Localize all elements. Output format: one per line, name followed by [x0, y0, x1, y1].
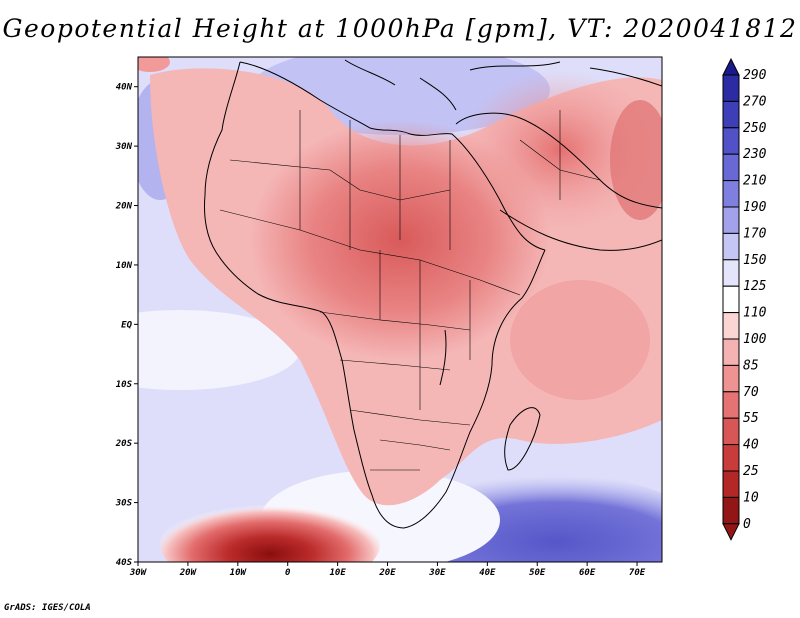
- colorbar-bottom-arrow: [722, 523, 740, 541]
- x-tick-label: 10E: [329, 568, 346, 578]
- colorbar-label: 10: [743, 490, 759, 505]
- colorbar-swatch: [722, 444, 740, 472]
- grads-credit: GrADS: IGES/COLA: [4, 603, 91, 613]
- colorbar-label: 0: [743, 517, 751, 532]
- colorbar-label: 150: [743, 253, 767, 268]
- colorbar-swatch: [722, 153, 740, 182]
- colorbar-swatch: [722, 364, 740, 393]
- colorbar-label: 70: [743, 385, 759, 400]
- colorbar-label: 270: [743, 94, 767, 109]
- colorbar-swatch: [722, 470, 740, 498]
- colorbar-label: 100: [743, 332, 767, 347]
- colorbar-label: 290: [743, 68, 767, 83]
- page-title: Geopotential Height at 1000hPa [gpm], VT…: [2, 14, 798, 43]
- colorbar-swatch: [722, 391, 740, 419]
- y-tick-label: 30N: [115, 142, 133, 152]
- x-tick-label: 10W: [230, 568, 248, 578]
- x-tick-label: 30E: [428, 568, 446, 578]
- x-tick-label: 70E: [629, 568, 646, 578]
- colorbar: 2902702502302101901701501251101008570554…: [722, 57, 767, 541]
- x-tick-label: 30W: [129, 568, 148, 578]
- colorbar-swatch: [722, 127, 740, 155]
- x-tick-label: 20E: [378, 568, 396, 578]
- colorbar-label: 25: [743, 464, 759, 479]
- colorbar-label: 250: [743, 121, 767, 136]
- y-tick-label: 30S: [115, 499, 133, 509]
- colorbar-swatch: [722, 312, 740, 340]
- country-borders: [219, 110, 601, 471]
- colorbar-swatch: [722, 259, 740, 287]
- x-tick-label: 40E: [479, 568, 496, 578]
- x-tick-label: 60E: [579, 568, 596, 578]
- coastlines: [204, 59, 662, 529]
- y-tick-label: 20S: [115, 439, 133, 449]
- colorbar-swatch: [722, 285, 740, 314]
- x-tick-label: 20W: [179, 568, 198, 578]
- colorbar-label: 85: [743, 358, 759, 373]
- y-tick-label: 20N: [115, 202, 133, 212]
- y-tick-label: 10S: [116, 380, 133, 390]
- colorbar-label: 110: [743, 306, 767, 321]
- plot-frame: [137, 56, 663, 563]
- colorbar-label: 230: [743, 147, 767, 162]
- colorbar-label: 190: [743, 200, 767, 215]
- y-tick-label: 40N: [116, 83, 133, 93]
- colorbar-label: 55: [743, 411, 759, 426]
- colorbar-swatch: [722, 417, 740, 446]
- colorbar-swatch: [722, 338, 740, 366]
- colorbar-top-arrow: [722, 57, 740, 76]
- y-tick-label: 10N: [116, 261, 133, 271]
- colorbar-label: 210: [743, 174, 767, 189]
- x-tick-label: 50E: [529, 568, 546, 578]
- colorbar-swatch: [722, 206, 740, 234]
- colorbar-swatch: [722, 180, 740, 208]
- y-tick-label: 40S: [116, 558, 133, 568]
- colorbar-label: 40: [743, 438, 759, 453]
- colorbar-swatch: [722, 100, 740, 129]
- y-axis: 40N 30N 20N 10N EQ 10S 20S 30S 40S: [115, 83, 138, 568]
- x-axis: 30W 20W 10W 0 10E 20E 30E 40E 50E 60E 70E: [129, 562, 646, 578]
- x-tick-label: 0: [285, 568, 291, 578]
- y-tick-label: EQ: [121, 320, 132, 330]
- colorbar-label: 125: [743, 279, 767, 294]
- colorbar-swatch: [722, 74, 740, 102]
- colorbar-swatch: [722, 232, 740, 261]
- colorbar-label: 170: [743, 226, 767, 241]
- colorbar-swatch: [722, 496, 740, 525]
